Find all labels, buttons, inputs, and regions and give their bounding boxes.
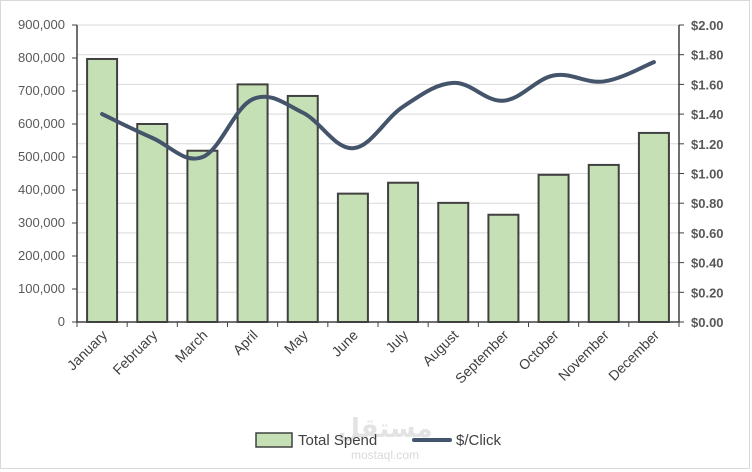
category-label-july: July: [382, 327, 411, 356]
category-label-october: October: [515, 327, 562, 374]
right-tick-label: $0.20: [691, 285, 724, 300]
left-tick-label: 100,000: [18, 281, 65, 296]
bar-october: [539, 175, 569, 322]
category-label-april: April: [230, 327, 261, 358]
bar-may: [288, 96, 318, 322]
category-label-february: February: [109, 327, 160, 378]
bar-series: [87, 59, 669, 322]
bar-december: [639, 133, 669, 322]
bar-september: [488, 215, 518, 322]
category-label-november: November: [555, 327, 612, 384]
legend-total-spend: Total Spend: [298, 432, 377, 449]
bar-june: [338, 194, 368, 322]
bar-march: [187, 151, 217, 322]
bar-july: [388, 183, 418, 322]
category-label-march: March: [172, 327, 211, 366]
right-tick-label: $1.20: [691, 137, 724, 152]
right-tick-label: $1.00: [691, 167, 724, 182]
watermark-url: mostaql.com: [351, 448, 419, 462]
left-tick-label: 400,000: [18, 182, 65, 197]
right-tick-label: $0.00: [691, 315, 724, 330]
right-tick-label: $1.40: [691, 107, 724, 122]
right-tick-label: $2.00: [691, 18, 724, 33]
right-axis-tick-labels: $0.00 $0.20 $0.40 $0.60 $0.80 $1.00 $1.20 $1.40…: [691, 18, 724, 330]
left-tick-label: 700,000: [18, 83, 65, 98]
left-tick-label: 0: [58, 314, 65, 329]
category-label-september: September: [452, 327, 512, 387]
bar-august: [438, 203, 468, 322]
legend-bar-swatch: [256, 433, 292, 447]
left-tick-label: 800,000: [18, 50, 65, 65]
left-tick-label: 500,000: [18, 149, 65, 164]
bar-april: [238, 84, 268, 322]
category-label-january: January: [64, 327, 111, 374]
left-tick-label: 600,000: [18, 116, 65, 131]
left-tick-label: 300,000: [18, 215, 65, 230]
category-label-december: December: [605, 327, 662, 384]
category-label-may: May: [281, 327, 311, 357]
bar-february: [137, 124, 167, 322]
left-tick-label: 900,000: [18, 17, 65, 32]
right-tick-label: $0.80: [691, 196, 724, 211]
left-tick-label: 200,000: [18, 248, 65, 263]
category-label-august: August: [419, 327, 461, 369]
bar-january: [87, 59, 117, 322]
category-label-june: June: [328, 327, 361, 360]
right-tick-label: $1.60: [691, 77, 724, 92]
left-axis-tick-labels: 0 100,000 200,000 300,000 400,000 500,000 600,…: [18, 17, 65, 329]
legend-dollar-per-click: $/Click: [456, 432, 502, 449]
right-tick-label: $0.40: [691, 256, 724, 271]
right-tick-label: $0.60: [691, 226, 724, 241]
bar-november: [589, 165, 619, 322]
right-tick-label: $1.80: [691, 48, 724, 63]
